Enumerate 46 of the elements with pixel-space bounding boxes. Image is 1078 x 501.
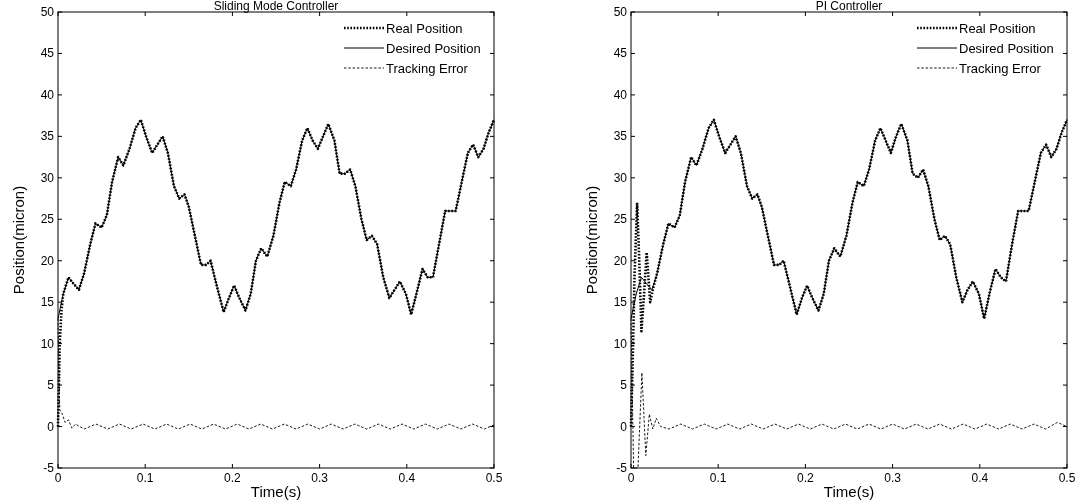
y-tick-label: 40: [613, 87, 628, 102]
y-tick-label: 5: [47, 378, 55, 393]
y-tick-label: 0: [620, 419, 628, 434]
x-axis-title: Time(s): [250, 483, 302, 500]
x-tick-label: 0.3: [884, 471, 902, 485]
y-tick-label: 20: [613, 253, 628, 268]
x-tick-label: 0.4: [971, 471, 989, 485]
x-tick-label: 0.3: [311, 471, 329, 485]
y-tick-label: 10: [40, 336, 55, 351]
y-tick-label: 50: [613, 5, 628, 19]
y-tick-label: 15: [40, 295, 55, 310]
legend-label: Real Position: [386, 21, 463, 36]
y-axis-title: Position(micron): [10, 185, 27, 295]
y-tick-label: 25: [613, 212, 628, 227]
y-tick-label: 35: [613, 129, 628, 144]
y-tick-label: 15: [613, 295, 628, 310]
y-tick-label: 0: [47, 419, 55, 434]
y-tick-label: 45: [613, 46, 628, 61]
legend-label: Tracking Error: [386, 61, 469, 76]
y-tick-label: 10: [613, 336, 628, 351]
x-tick-label: 0.2: [224, 471, 242, 485]
x-tick-label: 0.5: [485, 471, 503, 485]
y-tick-label: 20: [40, 253, 55, 268]
y-tick-label: -5: [43, 461, 55, 475]
x-axis-title: Time(s): [823, 483, 875, 500]
y-axis-title: Position(micron): [583, 185, 600, 295]
y-tick-label: 30: [613, 170, 628, 185]
x-tick-label: 0.2: [797, 471, 815, 485]
chart-title: Sliding Mode Controller: [213, 0, 339, 13]
y-tick-label: 45: [40, 46, 55, 61]
y-tick-label: 5: [620, 378, 628, 393]
y-tick-label: 50: [40, 5, 55, 19]
chart-title: PI Controller: [815, 0, 883, 13]
x-tick-label: 0.4: [398, 471, 416, 485]
y-tick-label: 25: [40, 212, 55, 227]
legend-label: Real Position: [959, 21, 1036, 36]
y-tick-label: 35: [40, 129, 55, 144]
legend-label: Desired Position: [386, 41, 481, 56]
x-tick-label: 0.5: [1058, 471, 1076, 485]
x-tick-label: 0.1: [136, 471, 154, 485]
legend-label: Tracking Error: [959, 61, 1042, 76]
y-tick-label: 30: [40, 170, 55, 185]
x-tick-label: 0.1: [709, 471, 727, 485]
legend-label: Desired Position: [959, 41, 1054, 56]
y-tick-label: -5: [616, 461, 628, 475]
y-tick-label: 40: [40, 87, 55, 102]
